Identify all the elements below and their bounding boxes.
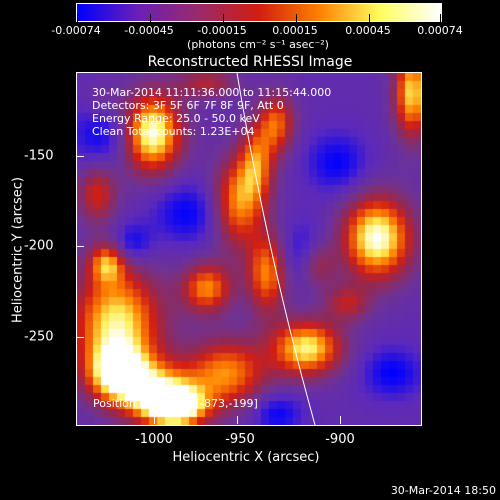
y-tick-label: -150 bbox=[24, 148, 54, 164]
colorbar-tick-label: -0.00045 bbox=[124, 24, 174, 37]
info-time-range: 30-Mar-2014 11:11:36.000 to 11:15:44.000 bbox=[92, 86, 332, 99]
colorbar-tick-label: 0.00015 bbox=[272, 24, 318, 37]
y-axis-label: Heliocentric Y (arcsec) bbox=[10, 177, 26, 323]
x-axis-tick-mark bbox=[237, 416, 238, 424]
colorbar-tick-mark bbox=[77, 14, 78, 24]
y-axis-tick-mark bbox=[76, 156, 84, 157]
x-tick-label: -950 bbox=[225, 432, 255, 447]
colorbar-tick-mark bbox=[440, 14, 441, 24]
render-timestamp: 30-Mar-2014 18:50 bbox=[390, 484, 496, 497]
colorbar-tick-label: 0.00045 bbox=[345, 24, 391, 37]
y-tick-label: -250 bbox=[24, 329, 54, 345]
colorbar-tick-mark bbox=[223, 14, 224, 24]
x-tick-label: -900 bbox=[325, 432, 355, 447]
info-detectors: Detectors: 3F 5F 6F 7F 8F 9F, Att 0 bbox=[92, 99, 284, 112]
x-tick-label: -1000 bbox=[135, 432, 173, 447]
colorbar-tick-mark bbox=[369, 14, 370, 24]
colorbar-unit-label: (photons cm⁻² s⁻¹ asec⁻²) bbox=[187, 38, 329, 51]
info-energy-range: Energy Range: 25.0 - 50.0 keV bbox=[92, 112, 260, 125]
image-plot-area bbox=[76, 72, 422, 426]
peak-position-label: Position of Peak = [-873,-199] bbox=[93, 397, 258, 410]
colorbar-tick-mark bbox=[150, 14, 151, 24]
colorbar-tick-label: 0.00074 bbox=[417, 24, 463, 37]
colorbar-tick-mark bbox=[296, 14, 297, 24]
solar-limb-line bbox=[236, 73, 316, 425]
solar-limb-overlay bbox=[236, 73, 316, 425]
info-total-counts: Clean Total counts: 1.23E+04 bbox=[92, 125, 255, 138]
x-axis-tick-mark bbox=[154, 416, 155, 424]
x-axis-label: Heliocentric X (arcsec) bbox=[172, 450, 320, 465]
colorbar bbox=[76, 3, 442, 24]
heatmap-image bbox=[77, 73, 421, 425]
colorbar-tick-label: -0.00074 bbox=[51, 24, 101, 37]
x-axis-tick-mark bbox=[340, 416, 341, 424]
colorbar-tick-label: -0.00015 bbox=[197, 24, 247, 37]
y-tick-label: -200 bbox=[24, 238, 54, 254]
image-title: Reconstructed RHESSI Image bbox=[147, 54, 353, 70]
y-axis-tick-mark bbox=[76, 337, 84, 338]
y-axis-tick-mark bbox=[76, 246, 84, 247]
colorbar-ticks bbox=[77, 4, 441, 24]
